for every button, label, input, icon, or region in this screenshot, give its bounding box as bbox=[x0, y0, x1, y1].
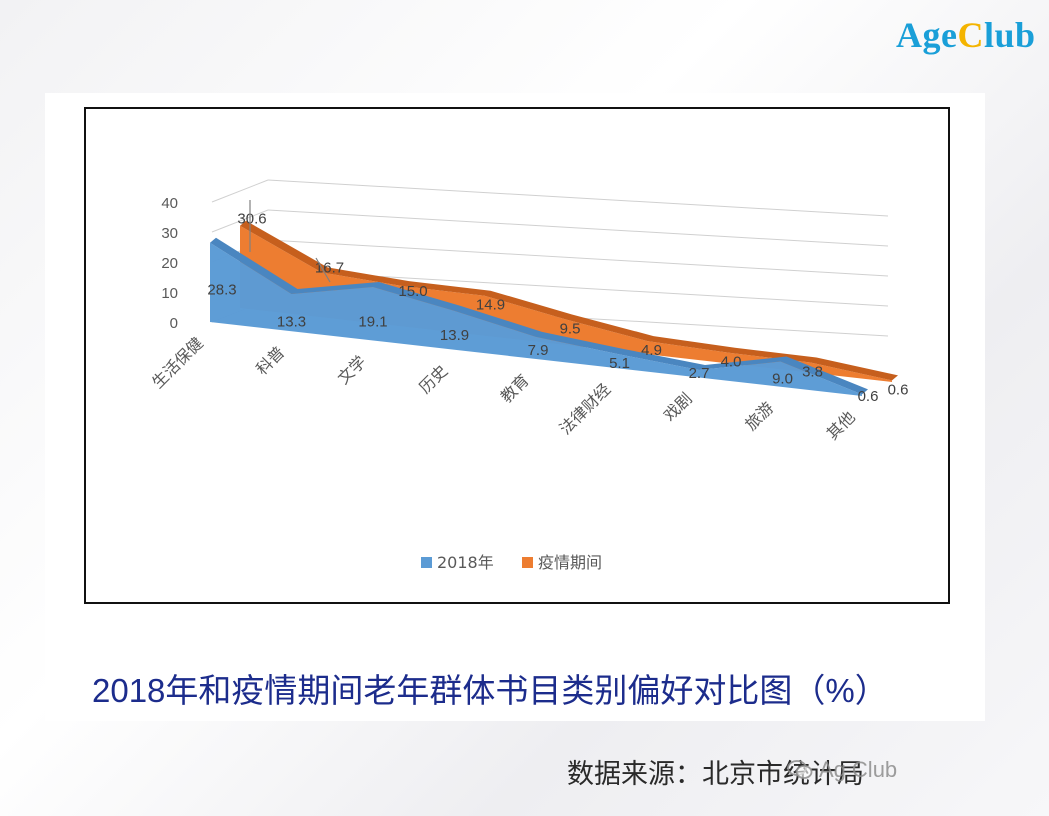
x-tick-label: 旅游 bbox=[741, 398, 777, 434]
logo-text-lub: lub bbox=[983, 15, 1036, 55]
x-tick-label: 法律财经 bbox=[556, 380, 615, 439]
data-label-covid: 14.9 bbox=[476, 297, 505, 314]
y-tick-label: 10 bbox=[161, 285, 178, 302]
data-label-covid: 15.0 bbox=[398, 283, 427, 300]
data-label-2018: 28.3 bbox=[207, 281, 236, 298]
data-label-covid: 0.6 bbox=[888, 381, 909, 398]
wechat-watermark: Ag Club bbox=[787, 756, 897, 784]
gridline-side bbox=[211, 209, 269, 233]
legend-swatch-2018 bbox=[421, 557, 432, 568]
x-tick-label: 科普 bbox=[252, 343, 288, 379]
logo-text-c: C bbox=[957, 15, 984, 55]
data-label-covid: 16.7 bbox=[315, 259, 344, 276]
series-area-2018 bbox=[210, 242, 862, 396]
ageclub-logo: AgeClub bbox=[896, 14, 1036, 56]
data-label-covid: 30.6 bbox=[237, 211, 266, 228]
x-tick-label: 戏剧 bbox=[660, 389, 696, 425]
y-tick-label: 0 bbox=[170, 315, 178, 332]
watermark-suffix: Club bbox=[851, 757, 898, 782]
legend-swatch-covid bbox=[522, 557, 533, 568]
data-label-2018: 5.1 bbox=[609, 355, 630, 372]
chart-caption: 2018年和疫情期间老年群体书目类别偏好对比图（%） bbox=[92, 672, 888, 709]
data-label-covid: 4.0 bbox=[721, 354, 742, 371]
x-tick-label: 教育 bbox=[497, 370, 533, 406]
data-label-2018: 7.9 bbox=[528, 342, 549, 359]
y-tick-label: 40 bbox=[161, 195, 178, 212]
gridline-side bbox=[211, 179, 269, 203]
gridline bbox=[267, 239, 889, 277]
legend-label-covid: 疫情期间 bbox=[538, 553, 602, 572]
watermark-text: Ag bbox=[819, 757, 846, 782]
leader-line bbox=[315, 257, 331, 283]
y-tick-label: 20 bbox=[161, 255, 178, 272]
x-tick-label: 文学 bbox=[334, 352, 370, 388]
data-label-covid: 4.9 bbox=[641, 342, 662, 359]
x-tick-label: 生活保健 bbox=[148, 333, 207, 392]
data-label-2018: 9.0 bbox=[772, 370, 793, 387]
data-label-2018: 13.3 bbox=[277, 313, 306, 330]
data-label-2018: 0.6 bbox=[858, 388, 879, 405]
wechat-icon bbox=[787, 760, 813, 779]
gridline bbox=[267, 209, 889, 247]
data-label-covid: 9.5 bbox=[560, 320, 581, 337]
logo-text-age: Age bbox=[896, 15, 958, 55]
legend-label-2018: 2018年 bbox=[437, 553, 494, 572]
data-label-2018: 19.1 bbox=[358, 313, 387, 330]
series-ribbon-covid bbox=[240, 220, 898, 381]
data-label-2018: 13.9 bbox=[440, 327, 469, 344]
data-source: 数据来源：北京市统计局 bbox=[567, 759, 864, 789]
data-label-2018: 2.7 bbox=[689, 365, 710, 382]
x-tick-label: 其他 bbox=[823, 407, 859, 443]
data-label-covid: 3.8 bbox=[802, 364, 823, 381]
y-tick-label: 30 bbox=[161, 225, 178, 242]
x-tick-label: 历史 bbox=[415, 361, 451, 397]
gridline bbox=[267, 179, 889, 217]
